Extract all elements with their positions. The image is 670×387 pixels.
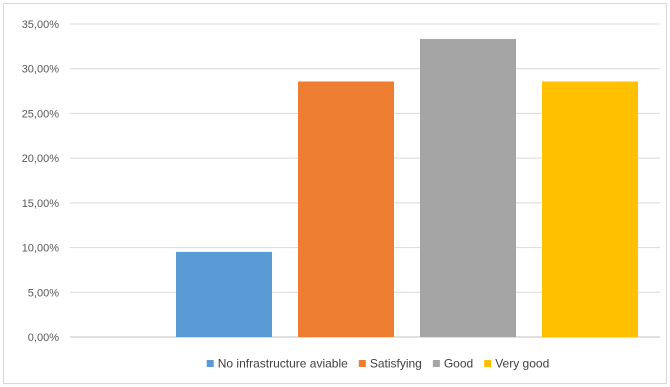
bars xyxy=(176,38,638,338)
y-tick-label: 5,00% xyxy=(28,287,59,299)
bar-no-infrastructure-aviable xyxy=(176,251,272,337)
y-tick-label: 10,00% xyxy=(22,243,60,255)
legend-swatch xyxy=(206,360,214,367)
y-axis-tick-labels: 0,00% 5,00% 10,00% 15,00% 20,00% 25,00% 30,00%… xyxy=(22,19,60,344)
legend-swatch xyxy=(432,360,440,367)
legend-label: Very good xyxy=(495,357,549,371)
y-tick-label: 25,00% xyxy=(22,108,60,120)
bar-good xyxy=(420,38,516,337)
legend-swatch xyxy=(484,360,492,367)
legend-swatch xyxy=(358,360,366,367)
y-tick-label: 20,00% xyxy=(22,153,60,165)
legend: No infrastructure aviable Satisfying Good V… xyxy=(206,357,549,371)
bar-satisfying xyxy=(298,81,394,338)
y-tick-label: 0,00% xyxy=(28,332,59,344)
y-tick-label: 15,00% xyxy=(22,198,60,210)
y-tick-label: 35,00% xyxy=(22,19,60,31)
y-tick-label: 30,00% xyxy=(22,64,60,76)
legend-label: No infrastructure aviable xyxy=(218,357,348,371)
bar-very-good xyxy=(542,81,638,338)
legend-label: Satisfying xyxy=(370,357,422,371)
legend-label: Good xyxy=(444,357,473,371)
